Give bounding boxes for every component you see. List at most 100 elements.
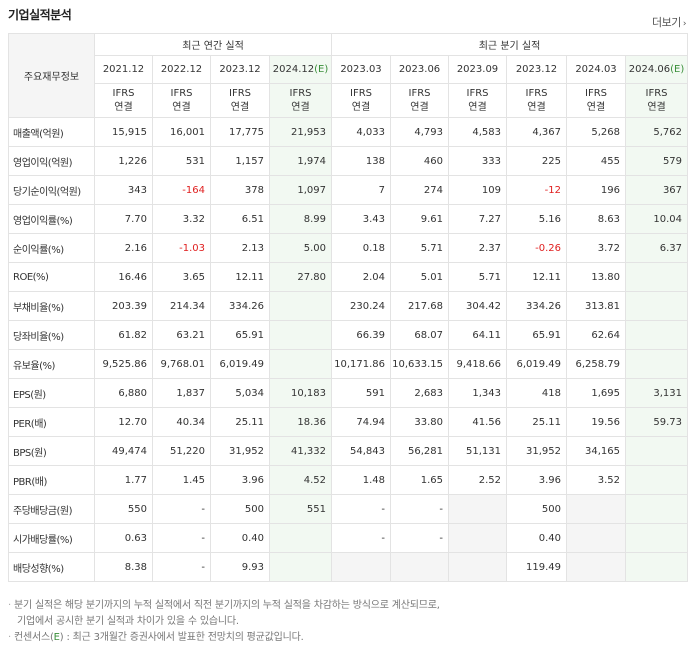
- table-cell: [331, 552, 391, 582]
- table-cell: -12: [506, 175, 567, 205]
- table-cell: 3.72: [566, 233, 626, 263]
- table-cell: [624, 291, 689, 321]
- ifrs-line1: IFRS: [229, 87, 251, 99]
- period-header: 2021.12: [94, 55, 153, 84]
- period-header: 2023.06: [390, 55, 449, 84]
- row-label: 배당성향(%): [8, 552, 95, 582]
- table-cell: 1.77: [94, 465, 153, 495]
- table-row: 유보율(%) 9,525.86 9,768.01 6,019.49 10,171.86 1…: [8, 349, 689, 379]
- ifrs-label: IFRS 연결: [448, 83, 507, 118]
- ifrs-line2: 연결: [172, 101, 191, 113]
- period-header: 2024.12(E)2024.12(E): [269, 55, 332, 84]
- table-cell: 4,367: [506, 117, 567, 147]
- table-cell: [390, 552, 449, 582]
- table-cell: 3.52: [566, 465, 626, 495]
- row-label: 당기순이익(억원): [8, 175, 95, 205]
- note-line2: 기업에서 공시한 분기 실적과 차이가 있을 수 있습니다.: [17, 616, 239, 627]
- row-label: ROE(%): [8, 262, 95, 292]
- table-cell: 4,033: [331, 117, 391, 147]
- table-cell: 54,843: [331, 436, 391, 466]
- ifrs-line1: IFRS: [350, 87, 372, 99]
- table-cell: 51,131: [448, 436, 507, 466]
- period-header: 2023.09: [448, 55, 507, 84]
- table-cell: 334.26: [506, 291, 567, 321]
- ifrs-line1: IFRS: [466, 87, 489, 99]
- table-cell: 5,762: [624, 117, 689, 147]
- table-cell: 333: [448, 146, 507, 176]
- table-cell: 0.18: [331, 233, 391, 263]
- table-row: 시가배당률(%) 0.63-0.40- -0.40: [8, 523, 689, 553]
- ifrs-line2: 연결: [468, 101, 487, 113]
- table-cell: 25.11: [506, 407, 567, 437]
- ifrs-label: IFRS 연결: [210, 83, 270, 118]
- row-label: PBR(배): [8, 465, 95, 495]
- row-label: 당좌비율(%): [8, 320, 95, 350]
- note-line3-prefix: 컨센서스(: [13, 632, 54, 643]
- table-cell: -: [331, 494, 391, 524]
- ifrs-line1: IFRS: [408, 87, 431, 99]
- group-quarterly: 최근 분기 실적: [330, 33, 689, 56]
- table-cell: 1.48: [331, 465, 391, 495]
- table-row: PBR(배) 1.77 1.45 3.96 4.52 1.48 1.65 2.52 3.96 3.…: [8, 465, 689, 495]
- table-cell: [624, 349, 689, 379]
- table-cell: 0.40: [506, 523, 567, 553]
- ifrs-label: IFRS 연결: [506, 83, 567, 118]
- table-cell: 33.80: [390, 407, 449, 437]
- ifrs-label: IFRS 연결: [390, 83, 449, 118]
- more-link[interactable]: 더보기 ›: [652, 14, 687, 30]
- table-cell: 8.38: [94, 552, 153, 582]
- table-cell: 343: [94, 175, 153, 205]
- table-cell: 1,157: [210, 146, 270, 176]
- table-cell: 6,258.79: [566, 349, 626, 379]
- table-cell: 25.11: [210, 407, 270, 437]
- financial-table: 주요재무정보 최근 연간 실적 최근 분기 실적 2021.12 2022.12 2…: [8, 33, 689, 582]
- table-cell: 2.13: [210, 233, 270, 263]
- ifrs-line1: IFRS: [645, 87, 668, 99]
- table-cell: -: [390, 523, 449, 553]
- table-cell: 551: [269, 494, 332, 524]
- table-cell: [269, 320, 332, 350]
- table-cell: 418: [506, 378, 567, 408]
- table-cell: 9,525.86: [94, 349, 153, 379]
- period-header: 2022.12: [152, 55, 211, 84]
- table-row: 배당성향(%) 8.38-9.93 119.49: [8, 552, 689, 582]
- ifrs-label: IFRS 연결: [152, 83, 211, 118]
- ifrs-line1: IFRS: [525, 87, 548, 99]
- table-cell: 455: [566, 146, 626, 176]
- table-cell: 591: [331, 378, 391, 408]
- table-cell: 34,165: [566, 436, 626, 466]
- table-cell: 5.71: [390, 233, 449, 263]
- table-cell: 579: [624, 146, 689, 176]
- table-cell: -164: [152, 175, 211, 205]
- ifrs-label: IFRS 연결: [94, 83, 153, 118]
- table-cell: 2.52: [448, 465, 507, 495]
- table-cell: 1.65: [390, 465, 449, 495]
- table-row: PER(배) 12.70 40.34 25.11 18.36 74.94 33.80 41.5…: [8, 407, 689, 437]
- table-cell: 40.34: [152, 407, 211, 437]
- period-header: 2023.12: [506, 55, 567, 84]
- row-header-label: 주요재무정보: [8, 33, 95, 118]
- table-cell: 531: [152, 146, 211, 176]
- table-row: ROE(%) 16.46 3.65 12.11 27.80 2.04 5.01 5.71 12.…: [8, 262, 689, 292]
- ifrs-line1: IFRS: [112, 87, 135, 99]
- ifrs-line2: 연결: [230, 101, 250, 113]
- table-cell: [566, 552, 626, 582]
- table-cell: 2.16: [94, 233, 153, 263]
- period-label-visible: 2024.12(E): [272, 64, 329, 75]
- table-cell: 378: [210, 175, 270, 205]
- group-annual: 최근 연간 실적: [94, 33, 332, 56]
- table-cell: 138: [331, 146, 391, 176]
- period-label-visible: 2024.06(E): [628, 64, 685, 75]
- table-cell: [624, 523, 689, 553]
- row-label: 유보율(%): [8, 349, 95, 379]
- table-cell: 4.52: [269, 465, 332, 495]
- section-title: 기업실적분석: [8, 8, 72, 22]
- table-cell: 3.32: [152, 204, 211, 234]
- table-cell: 0.40: [210, 523, 270, 553]
- ifrs-line2: 연결: [586, 101, 606, 113]
- table-cell: 5.01: [390, 262, 449, 292]
- table-cell: [448, 494, 507, 524]
- more-label: 더보기: [652, 16, 681, 29]
- table-cell: 59.73: [624, 407, 689, 437]
- row-label: 부채비율(%): [8, 291, 95, 321]
